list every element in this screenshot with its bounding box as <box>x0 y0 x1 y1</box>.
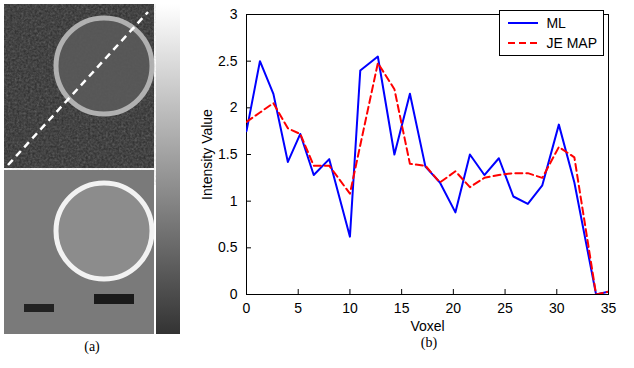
svg-text:2: 2 <box>230 99 238 115</box>
svg-text:30: 30 <box>549 300 565 316</box>
svg-text:1: 1 <box>230 193 238 209</box>
svg-text:3: 3 <box>230 6 238 22</box>
svg-text:0: 0 <box>230 286 238 302</box>
svg-text:0: 0 <box>243 300 251 316</box>
html-text:JE MAP: JE MAP <box>546 35 597 51</box>
svg-text:0.5: 0.5 <box>218 239 238 255</box>
svg-text:2.5: 2.5 <box>218 53 238 69</box>
svg-text:10: 10 <box>342 300 358 316</box>
html-text:(a): (a) <box>84 339 100 354</box>
svg-text:25: 25 <box>497 300 513 316</box>
html-text:(b): (b) <box>420 335 438 350</box>
svg-text:1.5: 1.5 <box>218 146 238 162</box>
svg-text:35: 35 <box>601 300 617 316</box>
svg-text:5: 5 <box>294 300 302 316</box>
svg-text:15: 15 <box>394 300 410 316</box>
svg-text:20: 20 <box>446 300 462 316</box>
svg-text:Voxel: Voxel <box>410 318 444 334</box>
html-text:ML: ML <box>546 15 566 31</box>
svg-text:Intensity Value: Intensity Value <box>199 109 215 200</box>
